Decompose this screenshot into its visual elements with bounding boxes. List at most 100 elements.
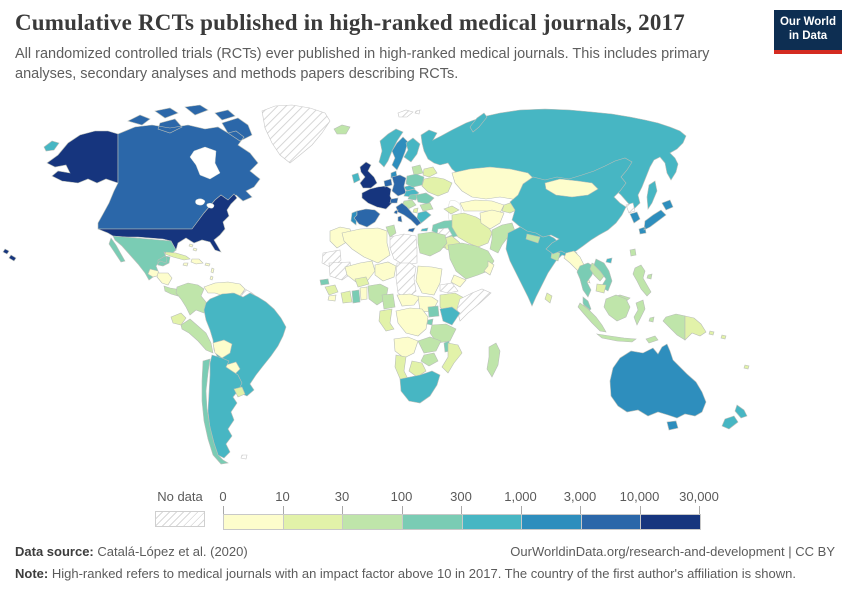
pacific-islands[interactable] — [708, 330, 750, 370]
country-falkland-islands[interactable] — [240, 454, 248, 460]
country-puerto-rico[interactable] — [204, 262, 211, 267]
country-belarus[interactable] — [422, 166, 438, 178]
country-burkina-faso[interactable] — [354, 276, 370, 288]
country-mexico[interactable] — [108, 235, 177, 281]
country-afghanistan[interactable] — [479, 209, 505, 230]
country-ukraine[interactable] — [421, 176, 453, 197]
country-italy[interactable] — [393, 202, 422, 233]
country-taiwan[interactable] — [629, 248, 637, 257]
country-finland[interactable] — [403, 137, 421, 163]
country-sierra-leone[interactable] — [327, 294, 337, 302]
country-uruguay[interactable] — [233, 386, 246, 398]
country-france[interactable] — [361, 185, 394, 210]
country-libya[interactable] — [389, 233, 418, 266]
country-bahamas[interactable] — [188, 243, 198, 252]
country-switzerland[interactable] — [389, 197, 399, 204]
country-ghana[interactable] — [351, 289, 361, 304]
country-mali[interactable] — [344, 260, 376, 283]
country-angola[interactable] — [393, 336, 419, 359]
owid-link[interactable]: OurWorldinData.org/research-and-developm… — [510, 544, 785, 559]
country-spain[interactable] — [353, 208, 381, 228]
country-namibia[interactable] — [394, 354, 409, 382]
country-alaska[interactable] — [46, 130, 119, 184]
country-baltics[interactable] — [411, 164, 424, 176]
country-pakistan[interactable] — [489, 222, 516, 254]
country-yemen[interactable] — [450, 274, 467, 288]
country-japan[interactable] — [638, 199, 674, 235]
country-togo-benin[interactable] — [359, 286, 368, 301]
license-label[interactable]: CC BY — [795, 544, 835, 559]
country-cuba[interactable] — [164, 251, 191, 261]
country-saudi-arabia[interactable] — [447, 242, 495, 280]
country-ireland[interactable] — [351, 172, 361, 184]
country-argentina[interactable] — [207, 354, 243, 459]
country-peru[interactable] — [180, 318, 214, 354]
country-brazil[interactable] — [203, 292, 287, 397]
country-albania[interactable] — [412, 207, 419, 214]
country-germany[interactable] — [391, 174, 407, 197]
country-greenland[interactable] — [261, 104, 331, 164]
legend-bin-300-1,000[interactable] — [462, 515, 523, 529]
country-indonesia[interactable] — [577, 294, 659, 344]
country-bulgaria[interactable] — [419, 202, 434, 212]
country-lesser-antilles[interactable] — [209, 267, 215, 281]
country-uk[interactable] — [359, 161, 378, 189]
country-south-africa[interactable] — [399, 370, 441, 404]
country-chad[interactable] — [395, 262, 417, 300]
country-hawaii[interactable] — [2, 248, 17, 262]
legend-bin-1,000-3,000[interactable] — [522, 515, 582, 529]
country-cameroon[interactable] — [381, 293, 396, 310]
country-ivory-coast[interactable] — [340, 290, 353, 304]
country-mongolia[interactable] — [544, 178, 599, 198]
country-poland[interactable] — [405, 173, 425, 188]
country-hungary[interactable] — [407, 193, 419, 201]
country-caucasus[interactable] — [443, 205, 460, 215]
country-hainan[interactable] — [605, 257, 613, 264]
country-china[interactable] — [509, 157, 633, 256]
country-cambodia[interactable] — [595, 283, 607, 294]
country-novaya-zemlya[interactable] — [469, 112, 488, 133]
country-drc[interactable] — [395, 307, 429, 337]
country-sri-lanka[interactable] — [544, 292, 553, 304]
country-kenya[interactable] — [439, 306, 461, 326]
country-eritrea[interactable] — [439, 282, 459, 294]
country-honduras-nicaragua[interactable] — [156, 272, 173, 286]
country-iceland[interactable] — [333, 124, 351, 135]
country-car[interactable] — [396, 293, 421, 307]
country-botswana[interactable] — [408, 360, 427, 378]
country-tanzania[interactable] — [429, 323, 457, 344]
country-ecuador[interactable] — [170, 312, 187, 326]
country-sudan[interactable] — [415, 265, 443, 296]
country-zambia[interactable] — [417, 336, 442, 354]
country-south-korea[interactable] — [629, 211, 641, 224]
country-guinea[interactable] — [324, 284, 339, 296]
country-benelux[interactable] — [383, 178, 393, 188]
country-romania[interactable] — [415, 192, 435, 205]
country-philippines[interactable] — [632, 264, 653, 297]
country-chukotka-west[interactable] — [43, 140, 60, 152]
country-new-zealand[interactable] — [721, 404, 748, 430]
country-oman[interactable] — [483, 260, 495, 276]
country-niger[interactable] — [374, 261, 397, 282]
legend-no-data[interactable]: No data — [155, 489, 205, 527]
country-canada[interactable] — [97, 104, 261, 230]
legend-bin-3,000-10,000[interactable] — [581, 515, 642, 529]
country-chile[interactable] — [201, 358, 229, 465]
country-guatemala[interactable] — [147, 268, 161, 278]
country-sakhalin[interactable] — [646, 180, 658, 210]
legend-bin-100-300[interactable] — [402, 515, 463, 529]
country-senegal[interactable] — [319, 278, 330, 286]
legend-bin-0-10[interactable] — [224, 515, 284, 529]
country-west-papua[interactable] — [662, 313, 686, 341]
country-algeria[interactable] — [341, 227, 391, 264]
country-svalbard[interactable] — [397, 109, 421, 118]
country-mozambique[interactable] — [441, 342, 463, 374]
country-north-korea[interactable] — [625, 202, 636, 214]
country-hispaniola[interactable] — [190, 258, 204, 265]
country-tunisia[interactable] — [385, 224, 397, 238]
country-sweden[interactable] — [391, 136, 409, 171]
country-png[interactable] — [684, 315, 707, 341]
country-zimbabwe[interactable] — [420, 352, 439, 367]
country-bolivia[interactable] — [212, 339, 233, 359]
country-somalia[interactable] — [456, 288, 492, 322]
